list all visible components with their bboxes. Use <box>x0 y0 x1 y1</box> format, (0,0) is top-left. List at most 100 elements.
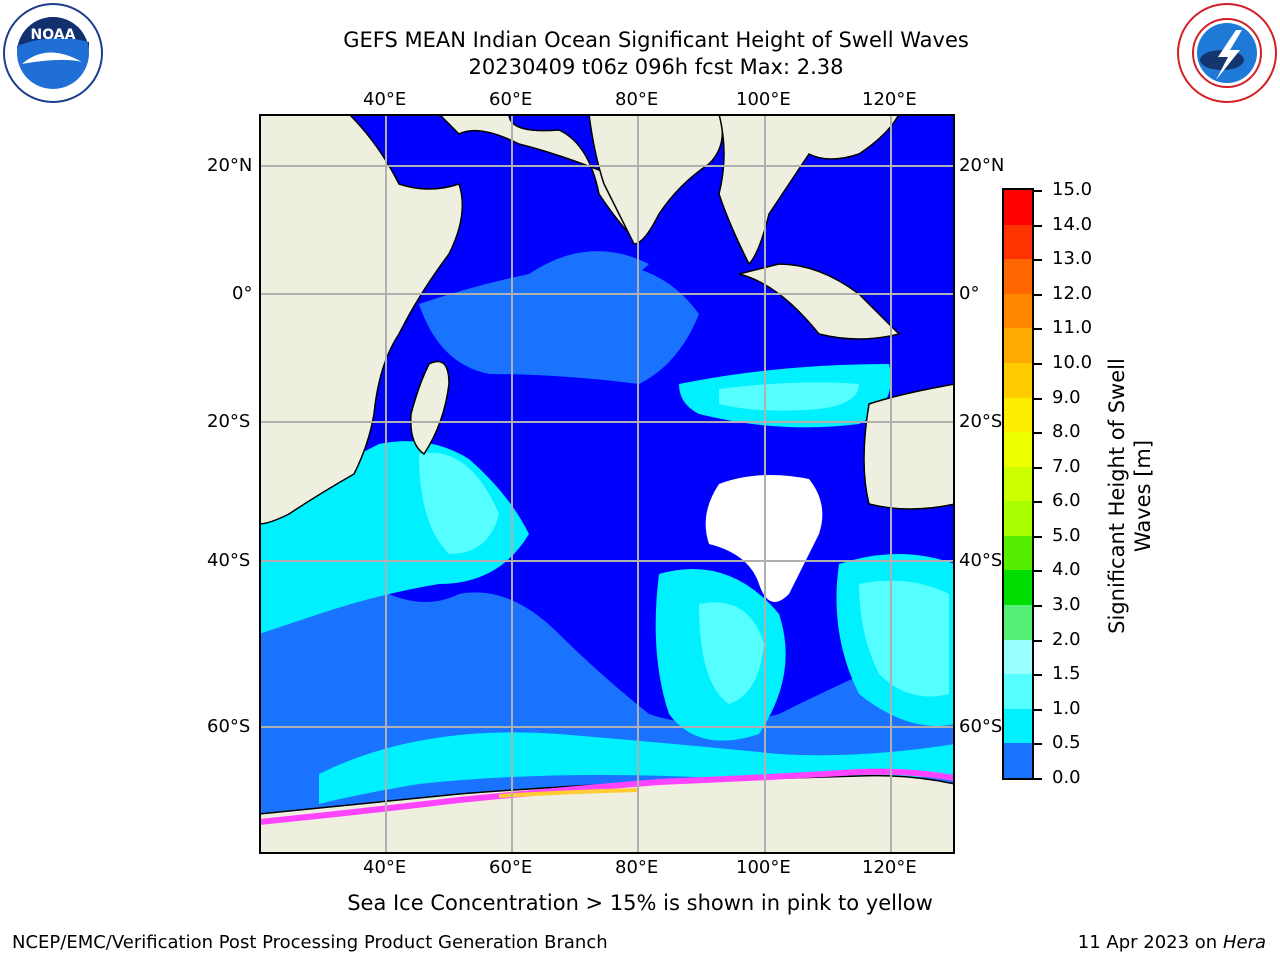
lon-label-bottom-60e: 60°E <box>489 857 533 878</box>
band-central-light <box>699 602 764 704</box>
colorbar-tick-mark <box>1034 570 1042 573</box>
colorbar-tick-mark <box>1034 535 1042 538</box>
colorbar-tick-label: 11.0 <box>1052 317 1093 339</box>
colorbar-tick-label: 0.5 <box>1052 732 1081 754</box>
colorbar-tick-label: 3.0 <box>1052 594 1081 616</box>
colorbar-tick-mark <box>1034 432 1042 435</box>
colorbar-tick-label: 8.0 <box>1052 421 1081 443</box>
noaa-logo-icon: NOAA <box>2 2 104 104</box>
colorbar-tick-label: 6.0 <box>1052 490 1081 512</box>
colorbar-tick-mark <box>1034 293 1042 296</box>
colorbar-title-line2: Waves [m] <box>1131 439 1155 553</box>
colorbar-segment <box>1004 743 1032 779</box>
band-north-swell-cyan <box>529 251 649 294</box>
lat-label-left-20n: 20°N <box>207 155 253 176</box>
lon-label-top-100e: 100°E <box>736 89 791 110</box>
lat-label-right-60s: 60°S <box>959 716 1003 737</box>
sea-ice-note: Sea Ice Concentration > 15% is shown in … <box>347 891 933 915</box>
colorbar-tick-label: 1.0 <box>1052 697 1081 719</box>
national-weather-service-logo-icon <box>1176 2 1278 104</box>
colorbar-tick-mark <box>1034 190 1042 192</box>
colorbar-title: Significant Height of Swell Waves [m] <box>1104 346 1156 646</box>
colorbar-tick-label: 7.0 <box>1052 455 1081 477</box>
colorbar-tick-mark <box>1034 224 1042 227</box>
colorbar-tick-mark <box>1034 674 1042 677</box>
lat-label-left-40s: 40°S <box>207 550 251 571</box>
land-madagascar <box>410 360 450 456</box>
lat-label-right-0: 0° <box>959 283 980 304</box>
band-west-light <box>419 452 499 554</box>
lon-label-top-120e: 120°E <box>862 89 917 110</box>
lon-label-top-60e: 60°E <box>489 89 533 110</box>
land-sumatra-borneo <box>738 263 901 340</box>
lon-label-bottom-100e: 100°E <box>736 857 791 878</box>
colorbar-segment <box>1004 535 1032 571</box>
colorbar-segment <box>1004 397 1032 433</box>
colorbar-tick-label: 14.0 <box>1052 213 1093 235</box>
colorbar-tick-mark <box>1034 501 1042 504</box>
lat-label-right-20s: 20°S <box>959 411 1003 432</box>
colorbar-segment <box>1004 674 1032 710</box>
band-east-light <box>859 580 949 697</box>
colorbar-segment <box>1004 224 1032 260</box>
colorbar-tick-mark <box>1034 466 1042 469</box>
colorbar-tick-mark <box>1034 397 1042 400</box>
lon-label-top-40e: 40°E <box>363 89 407 110</box>
colorbar-tick-mark <box>1034 362 1042 365</box>
colorbar-tick-mark <box>1034 259 1042 262</box>
colorbar-tick-mark <box>1034 605 1042 608</box>
colorbar-segment <box>1004 432 1032 468</box>
colorbar-segment <box>1004 190 1032 226</box>
colorbar-tick-label: 10.0 <box>1052 351 1093 373</box>
colorbar-tick-mark <box>1034 778 1042 780</box>
colorbar-tick-label: 12.0 <box>1052 282 1093 304</box>
colorbar-tick-label: 15.0 <box>1052 179 1093 200</box>
colorbar-segment <box>1004 605 1032 641</box>
band-trade-light <box>719 382 859 411</box>
colorbar-segment <box>1004 259 1032 295</box>
colorbar-tick-label: 13.0 <box>1052 248 1093 270</box>
noaa-logo-text: NOAA <box>31 27 76 43</box>
colorbar-tick-mark <box>1034 639 1042 642</box>
colorbar-segment <box>1004 708 1032 744</box>
colorbar-segment <box>1004 639 1032 675</box>
colorbar-tick-mark <box>1034 743 1042 746</box>
colorbar-segment <box>1004 570 1032 606</box>
land-australia <box>863 383 956 510</box>
map-frame <box>259 114 955 854</box>
lat-label-left-60s: 60°S <box>207 716 251 737</box>
lon-label-top-80e: 80°E <box>615 89 659 110</box>
colorbar <box>1002 188 1034 780</box>
colorbar-segment <box>1004 362 1032 399</box>
lat-label-left-0: 0° <box>232 283 253 304</box>
footer-branch: NCEP/EMC/Verification Post Processing Pr… <box>12 932 608 953</box>
land-india <box>588 113 724 245</box>
swell-height-map <box>258 113 956 855</box>
footer-date-text: 11 Apr 2023 on <box>1077 932 1223 953</box>
colorbar-tick-label: 4.0 <box>1052 559 1081 581</box>
colorbar-segment <box>1004 466 1032 502</box>
lat-label-right-20n: 20°N <box>959 155 1005 176</box>
colorbar-tick-label: 5.0 <box>1052 524 1081 546</box>
colorbar-tick-label: 2.0 <box>1052 628 1081 650</box>
colorbar-tick-label: 9.0 <box>1052 386 1081 408</box>
lon-label-bottom-40e: 40°E <box>363 857 407 878</box>
chart-title: GEFS MEAN Indian Ocean Significant Heigh… <box>343 28 969 52</box>
colorbar-tick-mark <box>1034 708 1042 711</box>
lon-label-bottom-120e: 120°E <box>862 857 917 878</box>
colorbar-title-line1: Significant Height of Swell <box>1105 358 1129 634</box>
colorbar-tick-label: 1.5 <box>1052 663 1081 685</box>
colorbar-tick-label: 0.0 <box>1052 767 1081 788</box>
colorbar-segment <box>1004 293 1032 329</box>
masked-region <box>705 475 823 602</box>
map-gridlines <box>259 114 955 854</box>
footer-date: 11 Apr 2023 on Hera <box>1078 932 1266 953</box>
lat-label-left-20s: 20°S <box>207 411 251 432</box>
lat-label-right-40s: 40°S <box>959 550 1003 571</box>
map-panel <box>258 113 956 855</box>
lon-label-bottom-80e: 80°E <box>615 857 659 878</box>
colorbar-segment <box>1004 501 1032 537</box>
chart-subtitle: 20230409 t06z 096h fcst Max: 2.38 <box>468 55 844 79</box>
colorbar-segment <box>1004 328 1032 364</box>
footer-host: Hera <box>1222 932 1266 953</box>
